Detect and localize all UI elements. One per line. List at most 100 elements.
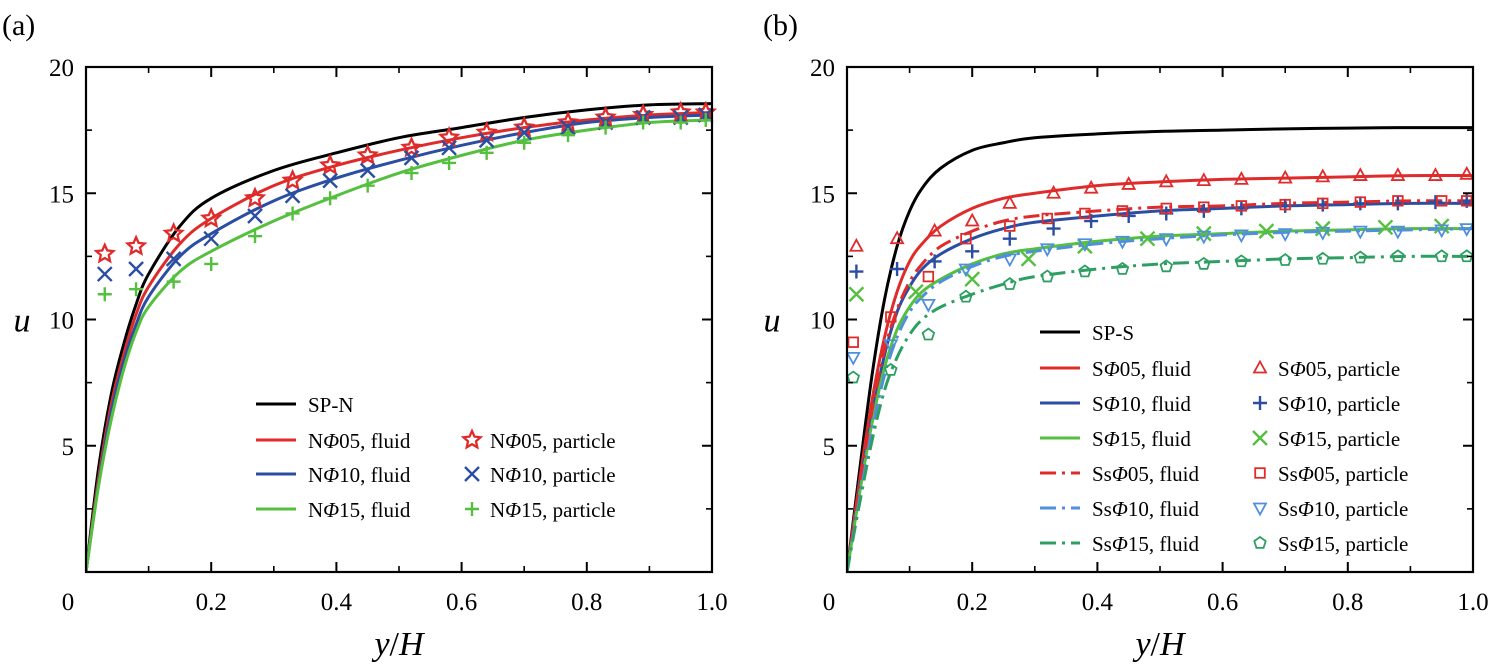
data-point: [1235, 200, 1248, 212]
data-point: [400, 135, 423, 158]
legend-label: SΦ15, particle: [1278, 427, 1400, 451]
legend-label: SΦ05, particle: [1278, 357, 1400, 381]
markers: [93, 100, 718, 302]
data-point: [1079, 207, 1091, 220]
data-point: [1046, 184, 1062, 199]
x-tick-label: 1.0: [696, 589, 727, 616]
x-tick-label: 0.4: [1082, 589, 1114, 616]
data-point: [1121, 176, 1137, 190]
y-tick-label: 5: [62, 434, 75, 461]
data-point: [1114, 235, 1130, 250]
data-point: [636, 115, 651, 130]
data-point: [1160, 202, 1172, 215]
data-point: [1198, 201, 1210, 213]
series-line: [86, 113, 712, 572]
y-axis-label: u: [14, 303, 31, 340]
markers: [845, 165, 1475, 384]
data-point: [1390, 225, 1406, 240]
data-point: [1234, 254, 1249, 268]
data-point: [960, 232, 972, 245]
data-point: [1278, 253, 1292, 266]
data-point: [883, 339, 899, 354]
y-tick-label: 20: [49, 55, 74, 82]
data-point: [921, 327, 936, 341]
data-point: [1046, 221, 1061, 236]
legend-marker: [460, 428, 484, 450]
data-point: [1315, 226, 1331, 241]
data-point: [437, 125, 461, 148]
data-point: [1277, 169, 1293, 184]
data-point: [1377, 219, 1394, 236]
data-point: [248, 229, 263, 244]
data-point: [403, 150, 420, 166]
x-tick-label: 0.2: [196, 589, 227, 616]
panel-label: (a): [2, 9, 35, 42]
legend-label: SsΦ15, particle: [1278, 532, 1408, 556]
legend-label: NΦ15, fluid: [308, 498, 411, 522]
data-point: [698, 113, 713, 128]
x-axis-label: y/H: [1132, 626, 1187, 663]
data-point: [475, 120, 498, 143]
data-point: [889, 230, 905, 245]
legend-marker: [1254, 467, 1266, 479]
data-point: [199, 206, 223, 229]
y-tick-label: 5: [823, 434, 836, 461]
legend-label: SΦ05, fluid: [1092, 357, 1191, 381]
data-point: [323, 191, 338, 206]
series-line: [847, 126, 1473, 572]
legend: SP-S SΦ05, fluid SΦ10, fluid SΦ15, fluid SsΦ…: [1040, 321, 1408, 556]
data-point: [1115, 261, 1130, 275]
data-point: [243, 186, 267, 208]
data-point: [285, 206, 300, 221]
legend-label: SsΦ05, fluid: [1092, 462, 1200, 486]
legend-marker: [1252, 359, 1268, 374]
data-point: [124, 234, 148, 256]
data-point: [1436, 195, 1448, 207]
data-point: [1077, 238, 1093, 253]
data-point: [958, 263, 974, 278]
data-point: [1315, 251, 1330, 265]
data-point: [166, 274, 181, 289]
data-point: [516, 124, 533, 141]
data-point: [1233, 229, 1249, 244]
data-point: [848, 286, 865, 303]
data-point: [1353, 250, 1368, 264]
data-point: [1083, 179, 1099, 194]
panel-b: (b) 0 0.2 0.4 0.6 0.8 1.0 5 10 15 20 y/H u SP-S SΦ05, …: [763, 9, 1489, 663]
data-point: [97, 287, 112, 302]
series-line: [86, 118, 712, 572]
data-point: [847, 336, 859, 348]
data-point: [1277, 228, 1293, 243]
data-point: [890, 262, 905, 276]
data-point: [517, 135, 532, 150]
x-tick-label: 1.0: [1457, 589, 1488, 616]
legend-marker: [1253, 535, 1267, 549]
legend-label: SsΦ15, fluid: [1092, 532, 1200, 556]
y-tick-label: 10: [810, 308, 835, 335]
data-point: [1392, 195, 1404, 207]
data-point: [204, 256, 219, 271]
data-point: [1315, 168, 1331, 183]
legend-marker: [1252, 430, 1268, 446]
y-tick-label: 15: [810, 181, 835, 208]
data-point: [203, 230, 220, 247]
data-point: [1116, 205, 1129, 217]
y-axis-label: u: [764, 303, 781, 340]
data-point: [1317, 197, 1329, 210]
data-point: [964, 212, 980, 227]
data-point: [884, 362, 898, 376]
data-point: [1390, 167, 1406, 181]
x-axis-label: y/H: [371, 626, 426, 663]
data-point: [165, 251, 182, 267]
data-point: [478, 132, 495, 149]
data-point: [441, 139, 457, 156]
legend-label: SΦ10, particle: [1278, 392, 1400, 416]
data-point: [1352, 225, 1368, 240]
y-tick-label: 15: [49, 181, 74, 208]
data-point: [1158, 233, 1174, 248]
data-point: [927, 254, 942, 269]
x-tick-label: 0.8: [1332, 589, 1363, 616]
data-point: [359, 162, 376, 179]
series-line: [86, 110, 712, 572]
